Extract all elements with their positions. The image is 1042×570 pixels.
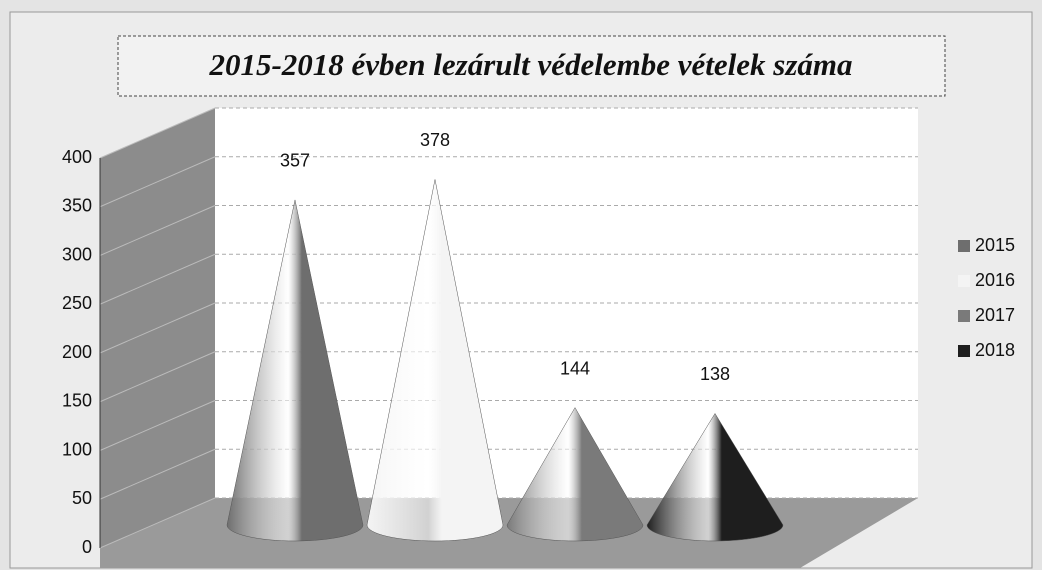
- cone: [646, 412, 784, 542]
- data-label: 138: [700, 364, 730, 384]
- legend-label: 2018: [975, 340, 1015, 360]
- cone: [506, 407, 644, 542]
- legend-swatch: [958, 345, 970, 357]
- legend-swatch: [958, 275, 970, 287]
- side-grid-line: [99, 448, 216, 500]
- y-tick-label: 200: [62, 342, 92, 362]
- y-tick-label: 350: [62, 196, 92, 216]
- y-tick-label: 300: [62, 244, 92, 264]
- y-tick-label: 0: [82, 537, 92, 557]
- legend-swatch: [958, 240, 970, 252]
- title-box: [117, 35, 946, 97]
- side-grid-line: [99, 497, 216, 549]
- legend-swatch: [958, 310, 970, 322]
- data-label: 144: [560, 358, 590, 378]
- data-label: 357: [280, 151, 310, 171]
- data-label: 378: [420, 130, 450, 150]
- y-tick-label: 250: [62, 293, 92, 313]
- y-tick-label: 400: [62, 147, 92, 167]
- cone: [226, 199, 364, 542]
- side-grid-line: [99, 107, 216, 159]
- floor: [100, 498, 918, 568]
- y-tick-label: 50: [72, 488, 92, 508]
- side-grid-line: [99, 253, 216, 305]
- side-grid-line: [99, 400, 216, 451]
- side-grid-line: [99, 302, 216, 354]
- legend-label: 2016: [975, 270, 1015, 290]
- legend-label: 2015: [975, 235, 1015, 255]
- chart-title: 2015-2018 évben lezárult védelembe vétel…: [208, 47, 852, 82]
- y-tick-label: 150: [62, 391, 92, 411]
- side-grid-line: [99, 156, 216, 208]
- side-grid-line: [99, 351, 216, 403]
- legend-label: 2017: [975, 305, 1015, 325]
- side-grid-line: [99, 205, 216, 256]
- y-tick-label: 100: [62, 439, 92, 459]
- cone: [366, 179, 504, 542]
